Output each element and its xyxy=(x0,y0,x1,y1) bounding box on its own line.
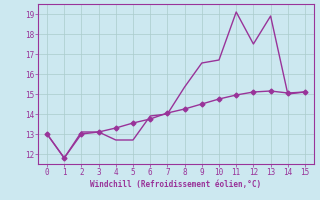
X-axis label: Windchill (Refroidissement éolien,°C): Windchill (Refroidissement éolien,°C) xyxy=(91,180,261,189)
